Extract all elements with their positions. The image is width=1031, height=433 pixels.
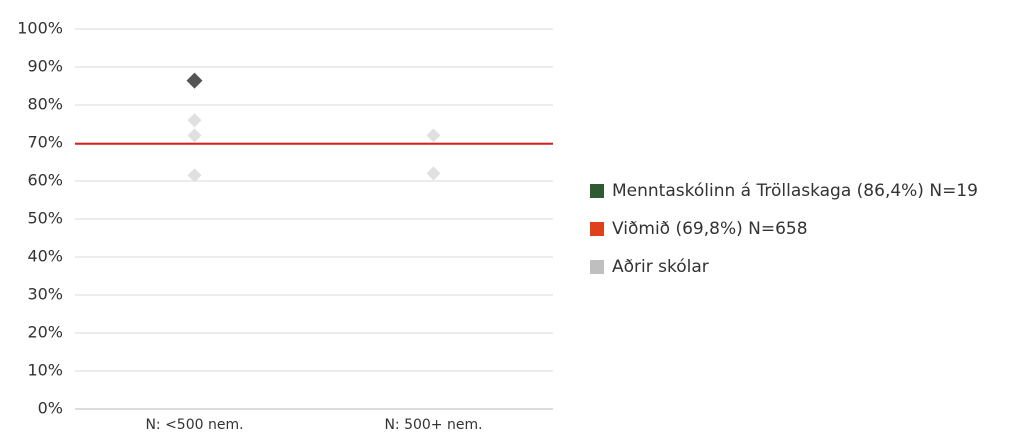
x-tick-label: N: <500 nem. [145,417,243,433]
legend-label: Aðrir skólar [612,257,709,277]
x-tick-label: N: 500+ nem. [384,417,482,433]
data-point [426,128,441,143]
data-point [187,168,202,183]
legend-swatch [590,260,604,274]
legend-swatch [590,184,604,198]
data-point [186,72,203,89]
y-tick-label: 30% [27,285,63,304]
y-tick-label: 50% [27,209,63,228]
legend-swatch [590,222,604,236]
y-tick-label: 100% [17,19,63,38]
y-tick-label: 0% [38,399,63,418]
legend-label: Menntaskólinn á Tröllaskaga (86,4%) N=19 [612,181,978,201]
legend-label: Viðmið (69,8%) N=658 [612,219,808,239]
y-tick-label: 80% [27,95,63,114]
y-tick-label: 70% [27,133,63,152]
y-tick-label: 40% [27,247,63,266]
y-tick-label: 10% [27,361,63,380]
data-point [426,166,441,181]
data-point [187,113,202,128]
data-point [187,128,202,143]
y-tick-label: 60% [27,171,63,190]
y-tick-label: 20% [27,323,63,342]
y-tick-label: 90% [27,57,63,76]
